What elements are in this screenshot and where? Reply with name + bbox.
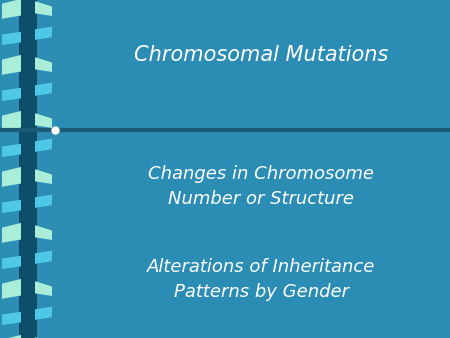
Text: Chromosomal Mutations: Chromosomal Mutations bbox=[134, 45, 388, 65]
Polygon shape bbox=[2, 111, 52, 131]
Polygon shape bbox=[2, 82, 52, 101]
FancyBboxPatch shape bbox=[19, 0, 37, 338]
FancyBboxPatch shape bbox=[21, 0, 35, 338]
Polygon shape bbox=[2, 55, 52, 75]
Polygon shape bbox=[2, 307, 52, 325]
Polygon shape bbox=[2, 167, 52, 187]
Polygon shape bbox=[2, 0, 52, 19]
Polygon shape bbox=[2, 139, 52, 157]
Polygon shape bbox=[2, 335, 52, 338]
Polygon shape bbox=[2, 223, 52, 243]
Polygon shape bbox=[2, 250, 52, 269]
Polygon shape bbox=[2, 27, 52, 45]
Text: Alterations of Inheritance
Patterns by Gender: Alterations of Inheritance Patterns by G… bbox=[147, 258, 375, 301]
Text: Changes in Chromosome
Number or Structure: Changes in Chromosome Number or Structur… bbox=[148, 165, 374, 208]
Polygon shape bbox=[2, 195, 52, 213]
Polygon shape bbox=[2, 279, 52, 299]
